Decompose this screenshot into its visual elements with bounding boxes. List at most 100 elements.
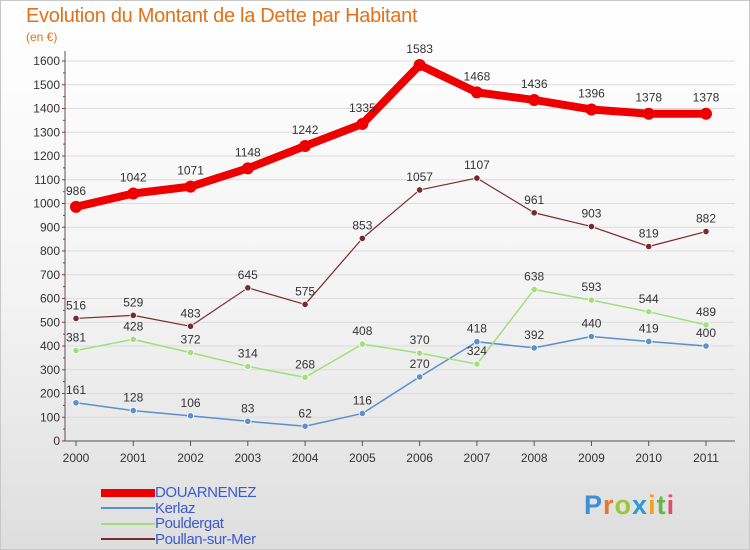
legend-label-pouldergat: Pouldergat: [155, 515, 224, 532]
data-label-kerlaz: 419: [639, 321, 659, 335]
data-label-pouldergat: 489: [696, 305, 716, 319]
chart-unit: (en €): [26, 30, 58, 44]
data-point-kerlaz: [186, 412, 195, 420]
y-tick-label: 0: [53, 434, 60, 448]
logo-letter: i: [648, 490, 657, 520]
y-tick-label: 1200: [33, 149, 60, 163]
data-point-kerlaz: [358, 409, 366, 418]
data-label-kerlaz: 440: [581, 317, 601, 331]
legend-swatch-douarnenez: [101, 488, 155, 497]
data-point-kerlaz: [473, 338, 481, 346]
data-label-douarnenez: 1583: [406, 42, 433, 56]
data-point-poullan-sur-mer: [186, 322, 195, 330]
data-label-kerlaz: 128: [123, 391, 143, 405]
logo-letter: o: [614, 490, 633, 520]
series-line-pouldergat: [75, 288, 707, 379]
x-tick-label: 2006: [406, 451, 433, 465]
x-tick-label: 2002: [177, 451, 204, 465]
data-point-poullan-sur-mer: [530, 209, 538, 217]
data-label-pouldergat: 314: [238, 346, 258, 360]
data-point-poullan-sur-mer: [244, 284, 252, 292]
y-tick-label: 800: [40, 244, 60, 258]
y-tick-label: 500: [40, 315, 60, 329]
data-point-poullan-sur-mer: [702, 227, 710, 236]
chart-title: Evolution du Montant de la Dette par Hab…: [26, 5, 418, 27]
logo-letter: x: [632, 490, 649, 520]
data-point-pouldergat: [530, 285, 538, 294]
data-point-poullan-sur-mer: [473, 174, 481, 182]
data-point-pouldergat: [186, 349, 195, 357]
data-label-poullan-sur-mer: 645: [238, 268, 258, 282]
y-tick-label: 400: [40, 339, 60, 353]
data-label-kerlaz: 270: [410, 357, 430, 371]
y-tick-label: 1000: [33, 197, 60, 211]
data-label-poullan-sur-mer: 1057: [406, 170, 433, 184]
data-point-pouldergat: [358, 340, 366, 348]
data-point-poullan-sur-mer: [129, 311, 137, 319]
x-tick-label: 2001: [120, 451, 147, 465]
data-label-douarnenez: 1042: [120, 171, 147, 185]
data-point-kerlaz: [244, 417, 252, 425]
data-label-poullan-sur-mer: 853: [352, 218, 372, 232]
x-tick-label: 2008: [521, 451, 548, 465]
data-label-pouldergat: 381: [66, 331, 86, 345]
x-tick-label: 2007: [464, 451, 491, 465]
data-point-kerlaz: [416, 373, 424, 381]
series-line-poullan-sur-mer: [75, 177, 707, 327]
data-point-douarnenez: [184, 180, 197, 193]
data-label-kerlaz: 392: [524, 328, 544, 342]
data-point-douarnenez: [470, 86, 483, 99]
data-label-kerlaz: 400: [696, 326, 716, 340]
data-point-pouldergat: [129, 335, 137, 343]
data-label-pouldergat: 372: [181, 333, 201, 347]
x-tick-label: 2000: [63, 451, 90, 465]
y-tick-label: 1100: [34, 173, 60, 187]
data-label-poullan-sur-mer: 903: [581, 207, 601, 221]
y-tick-label: 700: [40, 268, 60, 282]
data-label-poullan-sur-mer: 1107: [464, 158, 490, 172]
data-point-douarnenez: [413, 59, 426, 72]
data-point-kerlaz: [702, 342, 710, 350]
data-point-douarnenez: [299, 140, 312, 153]
y-tick-label: 200: [40, 387, 60, 401]
legend-swatch-poullan-sur-mer: [101, 538, 155, 541]
data-label-kerlaz: 161: [66, 383, 86, 397]
data-label-poullan-sur-mer: 882: [696, 212, 716, 226]
data-label-douarnenez: 1242: [292, 123, 319, 137]
data-label-pouldergat: 428: [123, 319, 143, 333]
y-tick-label: 900: [40, 220, 60, 234]
y-tick-label: 1400: [33, 102, 60, 116]
legend-label-kerlaz: Kerlaz: [155, 499, 196, 517]
data-label-douarnenez: 1468: [464, 69, 491, 83]
data-label-pouldergat: 593: [581, 280, 601, 294]
data-label-kerlaz: 83: [241, 401, 255, 415]
data-point-pouldergat: [645, 308, 653, 316]
legend-swatch-kerlaz: [101, 507, 155, 510]
x-tick-label: 2005: [349, 451, 376, 465]
data-label-kerlaz: 106: [181, 396, 201, 410]
data-label-kerlaz: 62: [298, 406, 312, 420]
data-point-poullan-sur-mer: [645, 242, 653, 251]
data-point-douarnenez: [585, 103, 598, 116]
data-label-douarnenez: 1071: [177, 164, 204, 178]
data-point-douarnenez: [528, 93, 541, 106]
data-point-kerlaz: [587, 332, 596, 341]
x-tick-label: 2009: [578, 451, 605, 465]
proxiti-logo: Proxiti: [584, 490, 675, 521]
data-label-poullan-sur-mer: 516: [66, 298, 86, 312]
data-point-douarnenez: [127, 187, 140, 200]
data-point-pouldergat: [587, 296, 596, 304]
series-line-douarnenez: [72, 61, 710, 211]
legend-swatch-pouldergat: [101, 522, 155, 525]
data-label-poullan-sur-mer: 483: [181, 306, 201, 320]
data-point-pouldergat: [702, 321, 710, 329]
logo-letter: t: [656, 490, 667, 520]
legend-label-douarnenez: DOUARNENEZ: [155, 484, 257, 501]
data-label-pouldergat: 408: [352, 324, 372, 338]
data-point-poullan-sur-mer: [416, 186, 424, 194]
y-tick-label: 100: [40, 410, 60, 424]
data-label-kerlaz: 418: [467, 322, 487, 336]
y-tick-label: 1500: [33, 78, 60, 92]
logo-letter: P: [584, 490, 604, 520]
